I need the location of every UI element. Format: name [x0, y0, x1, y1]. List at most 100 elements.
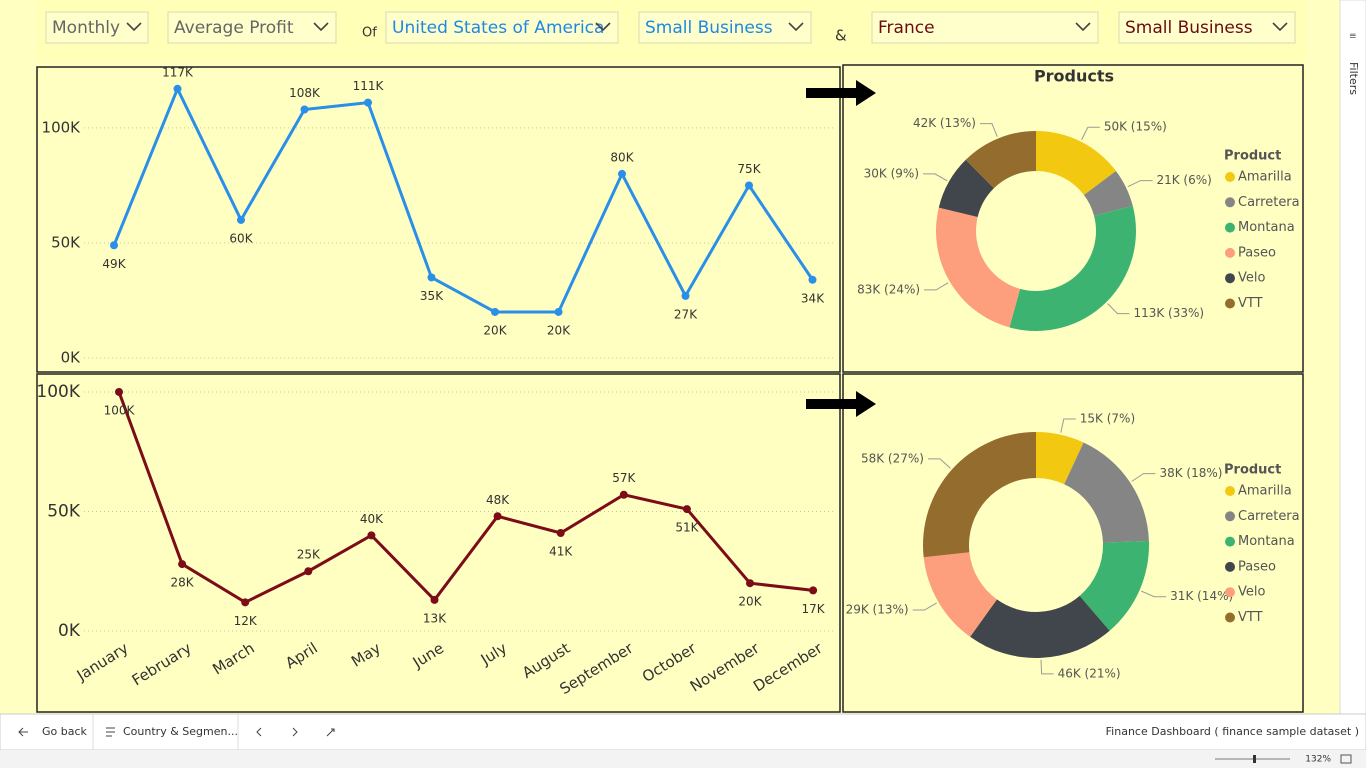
point: [554, 307, 563, 316]
point: [241, 598, 250, 607]
slice: [1079, 540, 1149, 631]
point: [491, 307, 499, 316]
data-label: 80K: [610, 150, 634, 164]
zoom-thumb[interactable]: [1253, 755, 1256, 763]
point: [746, 579, 754, 588]
data-label: 17K: [802, 602, 826, 616]
data-label: 20K: [547, 323, 571, 337]
data-label: 113K (33%): [1133, 306, 1204, 320]
data-label: 31K (14%): [1170, 589, 1233, 603]
data-label: 13K: [423, 611, 447, 625]
data-label: 50K (15%): [1104, 120, 1167, 134]
data-label: 46K (21%): [1058, 666, 1121, 680]
legend-entry: Montana: [1238, 534, 1295, 549]
point: [745, 181, 753, 190]
data-label: 117K: [162, 65, 194, 79]
leader-line: [1107, 303, 1130, 315]
panel: [36, 66, 841, 373]
point: [809, 586, 818, 595]
filter-segment-2[interactable]: Small Business: [1118, 11, 1296, 44]
slice: [1036, 432, 1084, 485]
leader-line: [923, 173, 948, 182]
legend-entry: Velo: [1238, 585, 1265, 600]
y-tick-label: 0K: [58, 621, 81, 641]
legend-entry: Amarilla: [1238, 484, 1292, 499]
y-tick-label: 100K: [36, 382, 80, 402]
fit-page[interactable]: [1340, 754, 1352, 764]
legend-marker: [1225, 172, 1235, 182]
leader-line: [1040, 659, 1054, 675]
legend-entry: Velo: [1238, 271, 1265, 286]
slice: [1009, 205, 1137, 332]
filter-text: Monthly: [52, 18, 120, 38]
legend-marker: [1225, 587, 1235, 598]
leader-line: [927, 458, 951, 469]
leader-line: [924, 282, 949, 291]
data-label: 27K: [674, 307, 698, 321]
filter-text: United States of America: [392, 18, 604, 38]
data-label: 60K: [229, 231, 253, 245]
data-label: 83K (24%): [857, 282, 920, 296]
legend-marker: [1225, 247, 1235, 258]
slice: [1083, 170, 1133, 216]
back-button[interactable]: Go back: [42, 725, 88, 738]
leader-line: [1081, 126, 1100, 140]
panel: [36, 373, 841, 713]
chart-title: Products: [1034, 67, 1114, 86]
data-label: 21K (6%): [1156, 173, 1211, 187]
filter-country-2[interactable]: France: [871, 11, 1099, 44]
y-tick-label: 100K: [42, 118, 82, 136]
zoom-level: 132%: [1305, 755, 1331, 765]
legend-marker: [1225, 273, 1235, 284]
legend-entry: Paseo: [1238, 559, 1276, 574]
pages-icon: [106, 727, 115, 737]
filters-pane[interactable]: [1339, 0, 1366, 715]
report-name: Finance Dashboard ( finance sample datas…: [1106, 725, 1359, 738]
legend-entry: VTT: [1238, 296, 1263, 311]
page-selector[interactable]: Country & Segmen...: [123, 725, 238, 738]
filter-text: Small Business: [1125, 18, 1253, 38]
legend-marker: [1225, 612, 1235, 623]
data-label: 100K: [104, 403, 136, 417]
data-label: 20K: [738, 595, 762, 609]
data-label: 38K (18%): [1159, 466, 1222, 480]
filter-segment-1[interactable]: Small Business: [638, 11, 812, 44]
page-bar: [0, 713, 1366, 751]
legend-entry: Montana: [1238, 220, 1295, 235]
prev-page[interactable]: [256, 727, 262, 737]
filter-country-1[interactable]: United States of America: [385, 11, 619, 44]
data-label: 25K: [297, 548, 321, 562]
leader-line: [979, 123, 998, 137]
filters-pane-label[interactable]: Filters: [1347, 62, 1360, 95]
data-label: 34K: [801, 291, 825, 305]
fit-icon[interactable]: [326, 728, 335, 737]
legend-title: Product: [1224, 149, 1281, 164]
point: [110, 241, 118, 250]
data-label: 48K: [486, 493, 510, 507]
legend-marker: [1225, 561, 1235, 572]
filter-period[interactable]: Monthly: [45, 11, 149, 44]
data-label: 41K: [549, 544, 573, 558]
status-bar: [0, 750, 1366, 768]
data-label: 12K: [234, 614, 258, 628]
legend-entry: Amarilla: [1238, 170, 1292, 185]
data-label: 28K: [171, 576, 195, 590]
data-label: 29K (13%): [846, 603, 909, 617]
leader-line: [1060, 418, 1076, 433]
leader-line: [1131, 473, 1156, 482]
data-label: 40K: [360, 512, 384, 526]
point: [364, 98, 372, 107]
filter-text: Small Business: [645, 18, 773, 38]
data-label: 58K (27%): [861, 451, 924, 465]
point: [430, 595, 439, 604]
point: [367, 531, 376, 540]
data-label: 35K: [420, 289, 444, 303]
filter-measure[interactable]: Average Profit: [167, 11, 337, 44]
legend-marker: [1225, 486, 1235, 496]
point: [618, 169, 626, 178]
data-label: 49K: [102, 257, 126, 271]
y-tick-label: 0K: [61, 349, 82, 367]
slice: [938, 159, 994, 217]
next-page[interactable]: [292, 727, 298, 737]
point: [682, 505, 691, 514]
